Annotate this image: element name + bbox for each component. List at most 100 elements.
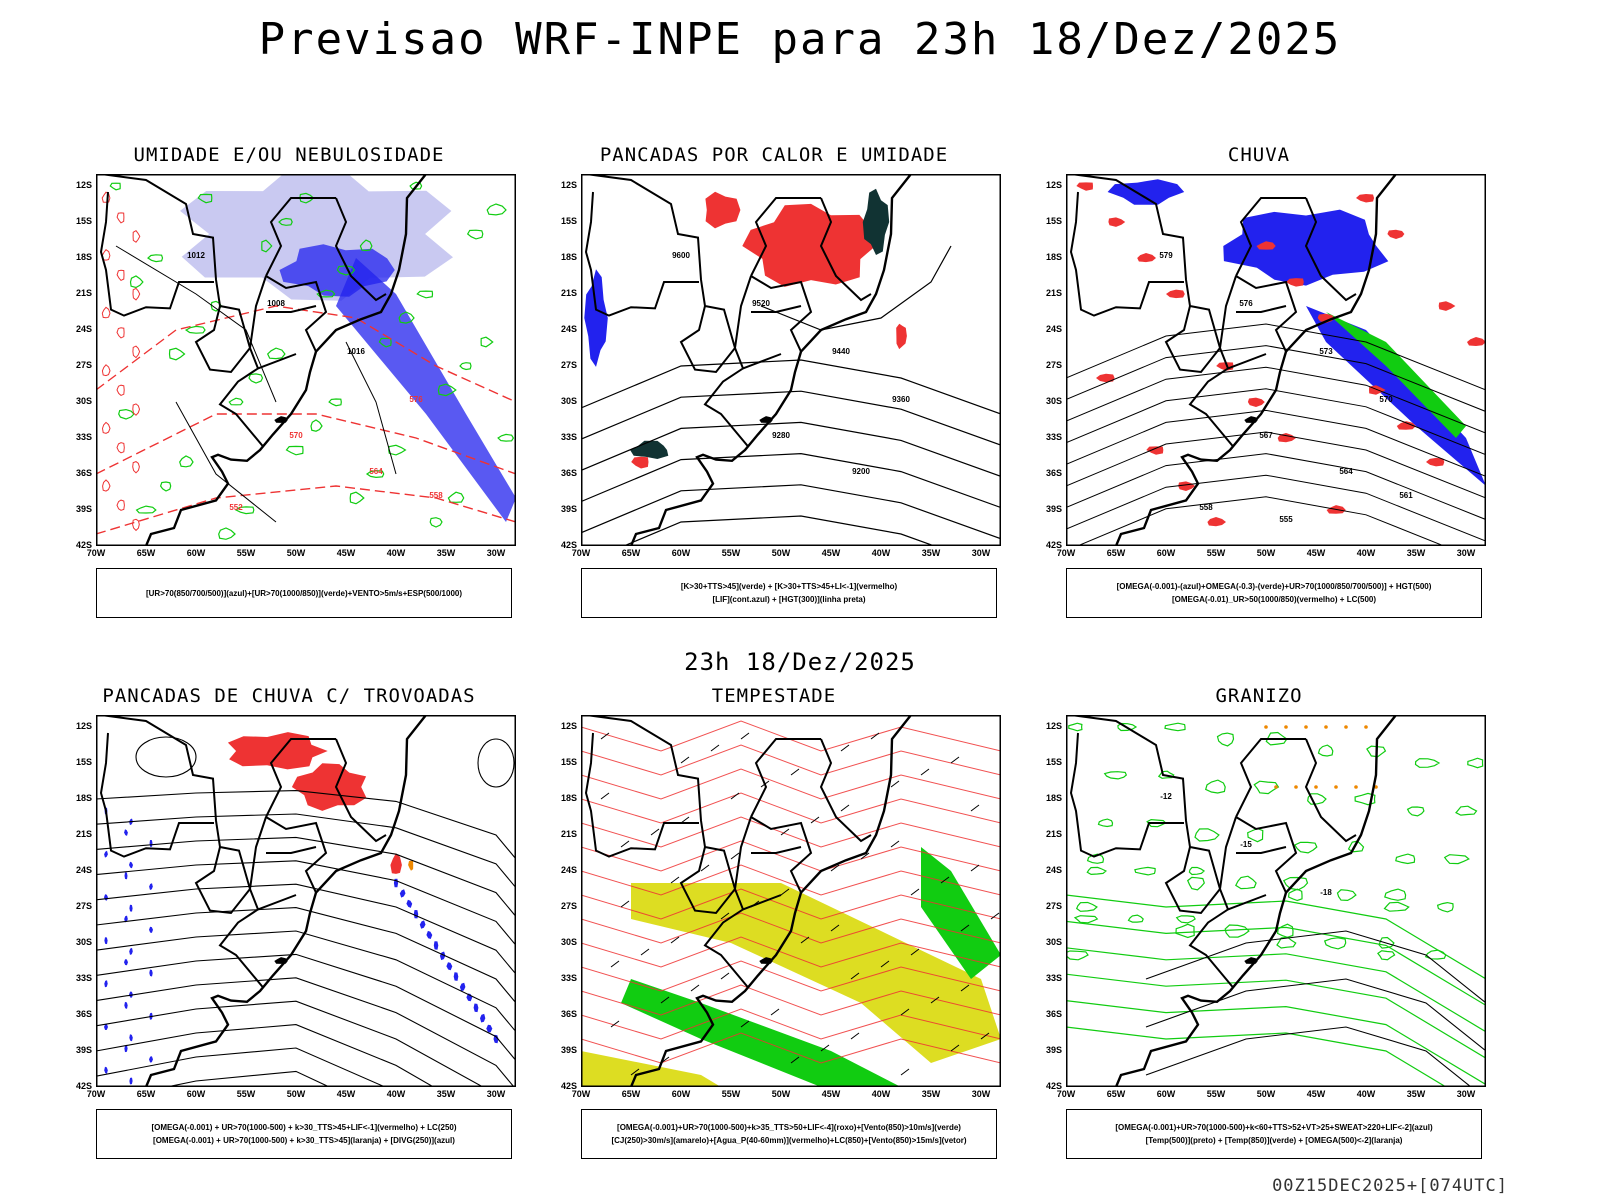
state-border [1188,347,1234,448]
map-area[interactable]: 12S 15S 18S 21S 24S 27S 30S 33S 36S 39S 42S 70W 65W 6… [561,715,1001,1099]
lon-tick-label: 50W [1256,1089,1276,1099]
omega-band [1306,306,1486,486]
wind-vector [910,948,920,956]
lat-tick-label: 42S [75,1081,92,1091]
low-level-humidity-contour [179,455,194,468]
contour-label: 1012 [187,251,205,260]
temp-850-contour [1066,1000,1486,1086]
lon-tick-label: 40W [1356,1089,1376,1099]
andes-contour [116,212,125,224]
wind-vector [880,960,890,968]
low-level-humidity-contour [398,311,415,324]
low-level-humidity-contour [197,193,213,204]
temp-850-contour [1276,936,1297,949]
temp-850-contour [1186,876,1205,891]
state-border [819,197,872,302]
height-contour-300hpa [581,421,1001,477]
temp-850-contour [1134,866,1156,876]
divergence-spot [433,941,439,950]
state-border [1164,305,1221,374]
contour-label: 573 [1319,347,1333,356]
streamline [96,977,515,1087]
map-area[interactable]: 12S 15S 18S 21S 24S 27S 30S 33S 36S 39S 42S 70W 65W 6… [76,715,516,1099]
map-content: -12 -15 -18 [1066,715,1486,1087]
map-area[interactable]: 9600 9520 9440 9360 9280 9200 12S 15S 18S 21S 24S 2… [561,174,1001,558]
lon-tick-label: 70W [86,1089,106,1099]
state-border [257,353,297,370]
lagoa-dos-patos [1244,416,1258,423]
temp-850-contour [1164,722,1186,732]
wind-vector [960,924,970,932]
lon-tick-label: 55W [1206,548,1226,558]
instability-area [742,203,876,287]
divergence-spot [124,829,128,836]
divergence-spot [124,872,128,880]
andes-contour [116,269,125,282]
height-contour-300hpa [581,484,1001,540]
thunderstorm-area [291,763,367,811]
lagoa-dos-patos [1244,957,1258,964]
lat-tick-label: 24S [1045,324,1062,334]
streamline-850hpa [581,768,1001,800]
height-contour-500hpa [1066,431,1486,499]
omega-spot [1274,785,1278,789]
map-area[interactable]: 1012 1008 1016 576 570 564 558 552 12S 15S 18S 21S 2… [76,174,516,558]
andes-contour [101,421,111,434]
temp-850-contour [1455,805,1478,816]
lat-tick-label: 33S [75,973,92,983]
wind-vector [780,888,790,896]
contour-label: 9600 [672,251,690,260]
wind-vector [710,744,720,752]
legend-box: [OMEGA(-0.001)+UR>70(1000-500)+k>35_TTS>… [581,1109,997,1159]
lat-tick-label: 30S [560,396,577,406]
lat-tick-label: 27S [1045,360,1062,370]
wind-vector [730,792,740,800]
valid-time-label: 23h 18/Dez/2025 [684,648,916,676]
streamline-850hpa [581,840,1001,872]
temp-500-contour [1145,1026,1472,1087]
map-area[interactable]: 579 576 573 570 567 564 561 558 555 12S 15S 18S 21S 2… [1046,174,1486,558]
wind-vector [790,768,800,776]
omega-spot [1344,725,1348,729]
lon-tick-label: 60W [186,548,206,558]
cyclone-contour [477,738,515,788]
panel-tempestade: TEMPESTADE 12S 15S 18S 21S 24S 27S 30S 33S 36S 39… [544,685,1004,1165]
lon-tick-label: 55W [236,1089,256,1099]
andes-contour [132,287,141,301]
wind-vector [720,912,730,920]
temp-850-contour [1194,828,1220,842]
temp-850-contour [1224,924,1250,938]
rain-area [1438,301,1456,311]
lat-tick-label: 18S [75,793,92,803]
state-border [1164,846,1221,915]
state-border [1070,174,1221,349]
contour-label: 1016 [347,347,365,356]
wind-vector [850,1032,860,1040]
omega-spot [1264,725,1268,729]
lat-tick-label: 15S [1045,757,1062,767]
lat-tick-label: 42S [75,540,92,550]
wind-vector [890,840,900,848]
map-area[interactable]: -12 -15 -18 12S 15S 18S 21S 24S 27S 30S 33S 36S 39S 4… [1046,715,1486,1099]
map-frame [96,715,516,1087]
low-level-humidity-contour [159,481,172,492]
humidity-band [336,258,516,522]
low-level-humidity-contour [261,239,273,253]
contour-label: -18 [1320,888,1332,897]
instability-area [631,456,649,469]
andes-contour [116,384,125,396]
jet-stream-area [581,1051,721,1087]
lat-tick-label: 36S [1045,468,1062,478]
low-level-humidity-contour [310,419,323,432]
map-content: 9600 9520 9440 9360 9280 9200 [581,174,1001,546]
wind-vector [680,756,690,764]
state-border [1070,715,1221,890]
wind-vector [840,744,850,752]
wind-vector [740,732,750,740]
wind-vector [900,1068,910,1076]
lon-tick-label: 55W [721,548,741,558]
low-level-humidity-contour [228,397,244,406]
contour-label: 9360 [892,395,910,404]
temp-850-contour [1247,827,1264,843]
wind-vector [830,924,840,932]
